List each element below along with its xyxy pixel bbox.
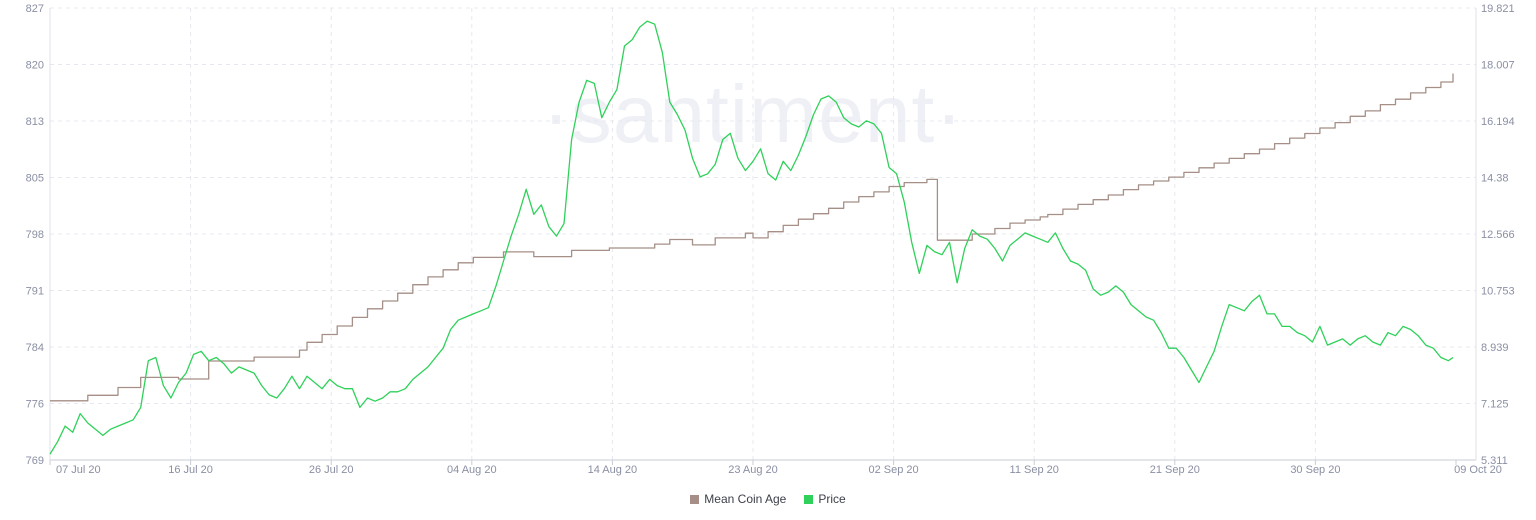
y-left-tick-label: 805 <box>26 173 44 185</box>
y-right-tick-label: 16.194 <box>1481 116 1515 128</box>
y-right-tick-label: 10.753 <box>1481 286 1515 298</box>
y-right-tick-label: 5.311 <box>1481 455 1508 467</box>
y-right-tick-label: 7.125 <box>1481 399 1509 411</box>
y-left-tick-label: 798 <box>26 229 44 241</box>
x-tick-label: 14 Aug 20 <box>588 464 638 476</box>
legend-label-price: Price <box>818 492 846 506</box>
legend-label-mean-coin-age: Mean Coin Age <box>704 492 787 506</box>
x-tick-label: 02 Sep 20 <box>869 464 919 476</box>
legend: Mean Coin Age Price <box>0 492 1536 506</box>
y-right-tick-label: 8.939 <box>1481 342 1509 354</box>
x-tick-label: 11 Sep 20 <box>1010 464 1059 476</box>
y-left-tick-label: 813 <box>26 116 44 128</box>
x-tick-label: 16 Jul 20 <box>168 464 213 476</box>
y-left-tick-label: 820 <box>26 60 44 72</box>
legend-item-mean-coin-age[interactable]: Mean Coin Age <box>690 492 786 506</box>
y-right-tick-label: 19.821 <box>1481 3 1515 15</box>
y-left-tick-label: 784 <box>26 342 44 354</box>
y-right-tick-label: 14.38 <box>1481 173 1509 185</box>
y-left-tick-label: 791 <box>26 286 44 298</box>
x-tick-label: 09 Oct 20 <box>1454 464 1502 476</box>
legend-item-price[interactable]: Price <box>804 492 846 506</box>
legend-swatch-price <box>804 494 814 504</box>
series-layer <box>49 20 1454 455</box>
grid <box>50 7 1476 460</box>
x-tick-label: 30 Sep 20 <box>1290 464 1340 476</box>
legend-swatch-mean-coin-age <box>690 494 700 504</box>
x-tick-label: 04 Aug 20 <box>447 464 497 476</box>
series-line-price <box>49 20 1454 455</box>
x-tick-label: 23 Aug 20 <box>728 464 778 476</box>
x-tick-label: 21 Sep 20 <box>1150 464 1200 476</box>
y-right-tick-label: 18.007 <box>1481 60 1515 72</box>
y-left-tick-label: 769 <box>26 455 44 467</box>
series-line-mean-coin-age <box>50 73 1454 402</box>
y-right-tick-label: 12.566 <box>1481 229 1515 241</box>
x-tick-label: 26 Jul 20 <box>309 464 354 476</box>
y-left-tick-label: 827 <box>26 3 44 15</box>
y-left-tick-label: 776 <box>26 399 44 411</box>
x-tick-label: 07 Jul 20 <box>56 464 101 476</box>
axes: 827 820 813 805 798 791 784 776 769 19.821 18.007 1… <box>26 3 1515 476</box>
chart: ·santiment· 8278208138057987917847767691… <box>26 3 1515 476</box>
